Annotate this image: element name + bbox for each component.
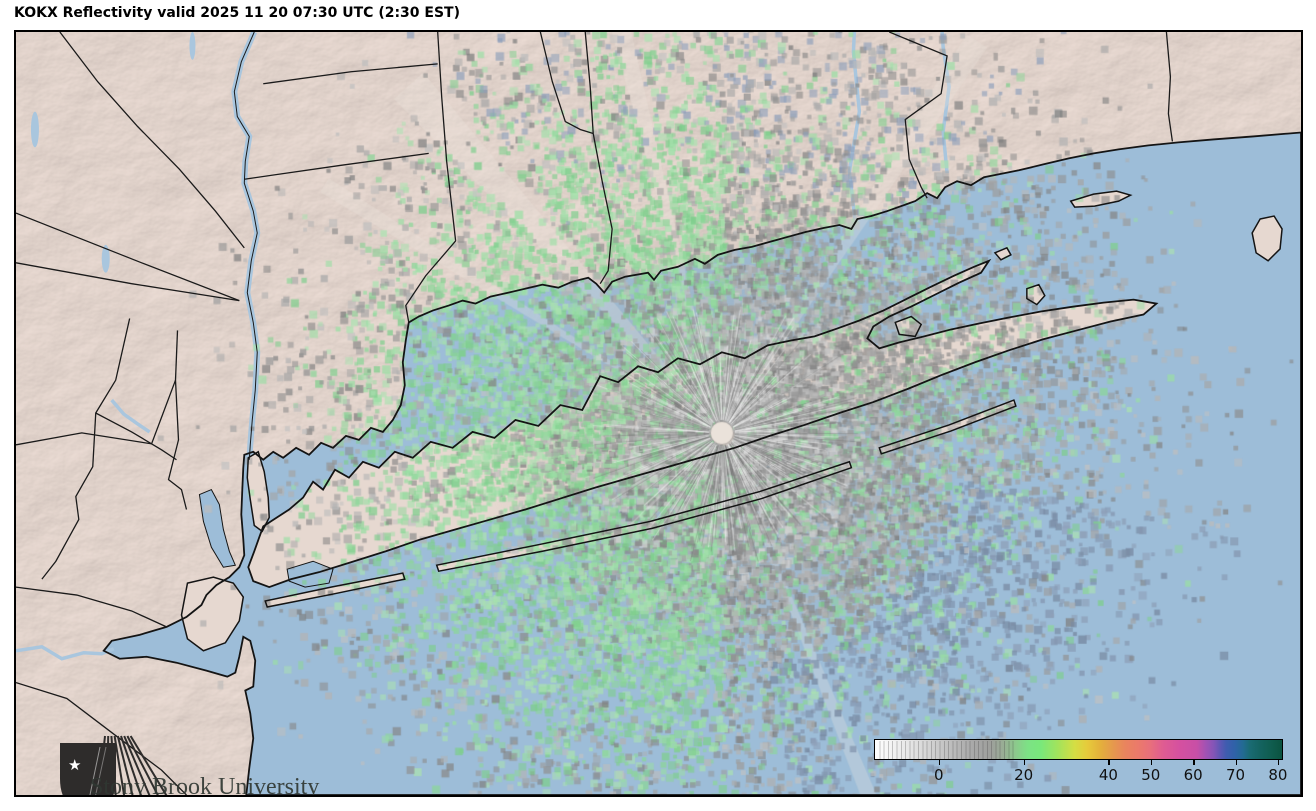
colorbar-tick <box>1193 760 1195 765</box>
colorbar-tick <box>1277 760 1280 765</box>
radar-map: ★ Stony Brook University School of Marin… <box>14 30 1303 797</box>
colorbar-tick <box>1108 760 1110 765</box>
logo-text: Stony Brook University School of Marine … <box>90 720 320 797</box>
stonybrook-shield-icon: ★ <box>60 735 168 795</box>
colorbar-steps <box>876 741 1014 759</box>
colorbar-tick-label: 50 <box>1141 766 1161 784</box>
colorbar-tick-label: 80 <box>1268 766 1288 784</box>
colorbar-tick-label: 40 <box>1098 766 1118 784</box>
colorbar-tick-label: 0 <box>934 766 944 784</box>
colorbar-tick-label: 60 <box>1183 766 1203 784</box>
boundary-lines-layer <box>16 32 1301 795</box>
shield-star-icon: ★ <box>68 756 81 774</box>
logo-line1: Stony Brook University <box>90 774 320 797</box>
colorbar-tick <box>1023 760 1026 765</box>
colorbar-tick <box>1150 760 1153 765</box>
colorbar-tick <box>938 760 941 765</box>
stonybrook-logo: ★ Stony Brook University School of Marin… <box>42 702 402 797</box>
radar-echo-layer <box>16 32 1301 795</box>
colorbar-tick <box>1235 760 1237 765</box>
colorbar-gradient <box>874 739 1283 760</box>
figure-title: KOKX Reflectivity valid 2025 11 20 07:30… <box>14 5 461 21</box>
colorbar: 0 20 40 50 60 70 80 <box>874 739 1288 789</box>
colorbar-tick-label: 20 <box>1014 766 1034 784</box>
colorbar-tick-label: 70 <box>1225 766 1246 784</box>
shield-shape <box>60 743 116 795</box>
